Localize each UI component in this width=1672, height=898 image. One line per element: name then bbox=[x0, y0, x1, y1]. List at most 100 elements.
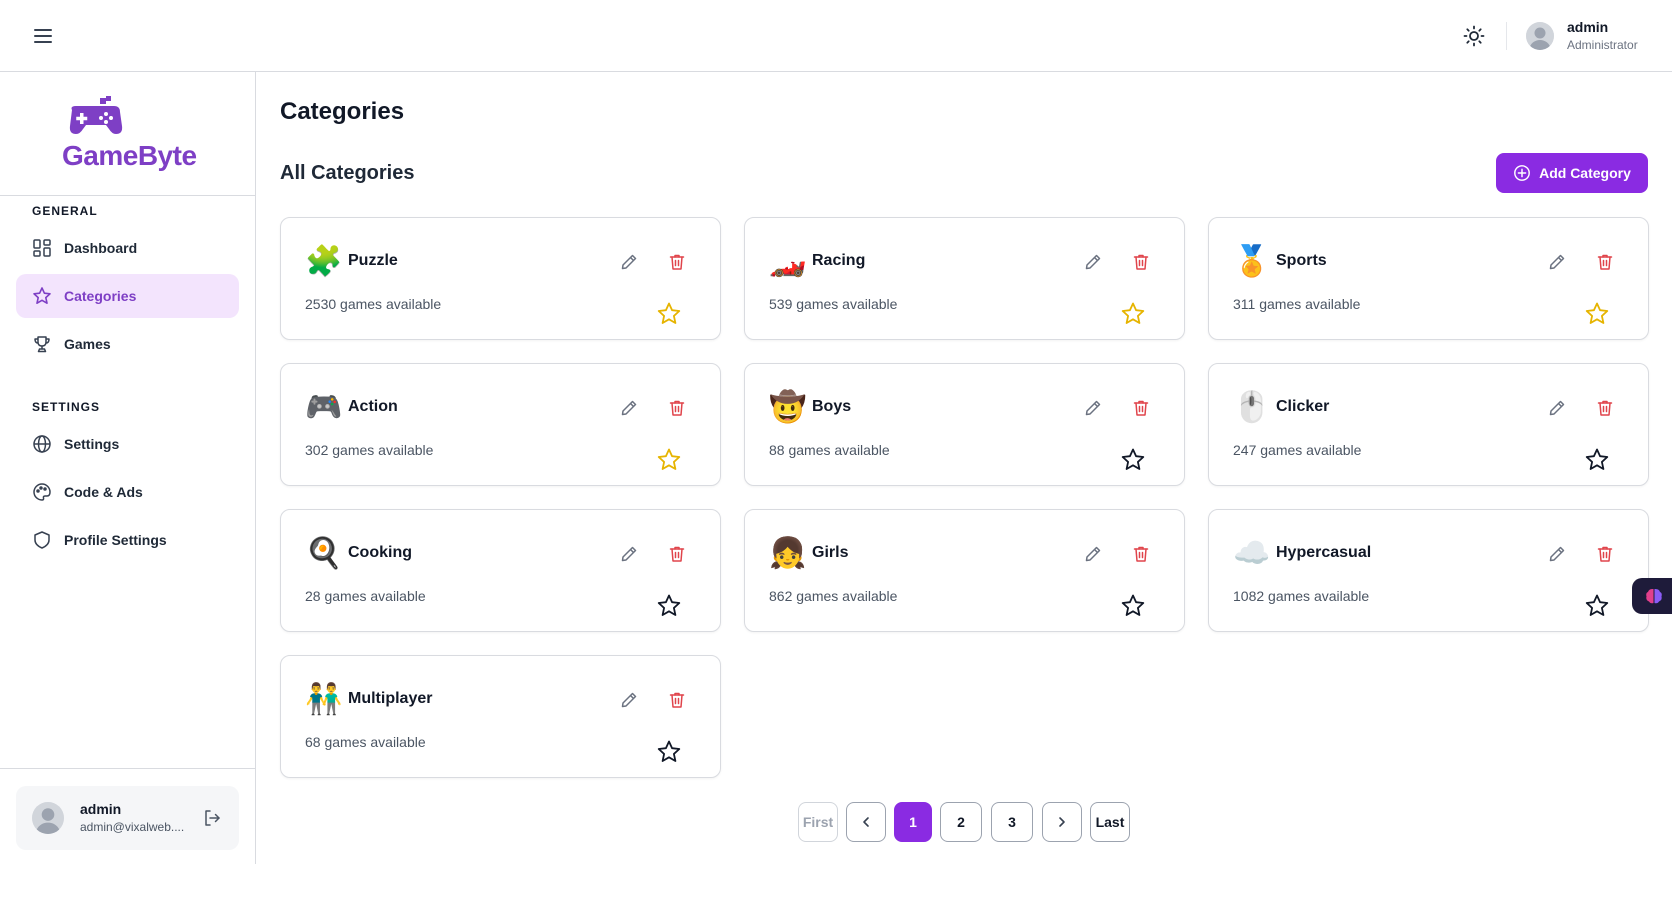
sidebar-item-profile-settings[interactable]: Profile Settings bbox=[16, 518, 239, 562]
category-count: 68 games available bbox=[305, 734, 426, 750]
category-card[interactable]: 🧩 Puzzle 2530 games available bbox=[280, 217, 721, 340]
category-emoji-icon: 🧩 bbox=[305, 244, 343, 279]
pencil-icon[interactable] bbox=[1547, 252, 1567, 272]
category-emoji-icon: 🏅 bbox=[1233, 244, 1271, 279]
top-bar: admin Administrator bbox=[0, 0, 1672, 72]
sidebar-item-label: Profile Settings bbox=[64, 532, 167, 548]
section-title: All Categories bbox=[280, 162, 415, 184]
star-outline-icon[interactable] bbox=[656, 593, 682, 619]
category-card[interactable]: ☁️ Hypercasual 1082 games available bbox=[1208, 509, 1649, 632]
palette-icon bbox=[33, 483, 51, 501]
sidebar-item-label: Dashboard bbox=[64, 240, 138, 256]
category-name: Boys bbox=[812, 398, 852, 415]
category-emoji-icon: 🤠 bbox=[769, 390, 807, 425]
pencil-icon[interactable] bbox=[619, 544, 639, 564]
trash-icon[interactable] bbox=[667, 252, 687, 272]
star-filled-icon[interactable] bbox=[656, 447, 682, 473]
header-divider bbox=[1506, 22, 1507, 50]
chevron-right-icon bbox=[1059, 817, 1065, 827]
avatar bbox=[32, 802, 64, 834]
category-count: 302 games available bbox=[305, 442, 434, 458]
trophy-icon bbox=[34, 336, 50, 353]
logout-icon[interactable] bbox=[202, 808, 222, 828]
sidebar-item-label: Categories bbox=[64, 288, 137, 304]
pencil-icon[interactable] bbox=[619, 398, 639, 418]
star-outline-icon[interactable] bbox=[1584, 593, 1610, 619]
sidebar-item-dashboard[interactable]: Dashboard bbox=[16, 226, 239, 270]
pencil-icon[interactable] bbox=[1547, 544, 1567, 564]
category-emoji-icon: 👬 bbox=[305, 682, 343, 717]
pagination-next[interactable] bbox=[1042, 802, 1082, 842]
category-count: 2530 games available bbox=[305, 296, 442, 312]
category-card[interactable]: 🎮 Action 302 games available bbox=[280, 363, 721, 486]
sidebar-item-games[interactable]: Games bbox=[16, 322, 239, 366]
category-card[interactable]: 🖱️ Clicker 247 games available bbox=[1208, 363, 1649, 486]
pagination-page-2[interactable]: 2 bbox=[940, 802, 982, 842]
sidebar-item-settings[interactable]: Settings bbox=[16, 422, 239, 466]
category-emoji-icon: 🏎️ bbox=[769, 244, 807, 279]
pencil-icon[interactable] bbox=[619, 252, 639, 272]
trash-icon[interactable] bbox=[1595, 252, 1615, 272]
trash-icon[interactable] bbox=[1595, 398, 1615, 418]
header-user-name: admin bbox=[1567, 19, 1609, 35]
star-outline-icon[interactable] bbox=[1120, 447, 1146, 473]
sidebar-item-label: Code & Ads bbox=[64, 484, 143, 500]
pencil-icon[interactable] bbox=[1083, 544, 1103, 564]
category-count: 28 games available bbox=[305, 588, 426, 604]
pagination-first[interactable]: First bbox=[798, 802, 838, 842]
star-outline-icon[interactable] bbox=[1584, 447, 1610, 473]
trash-icon[interactable] bbox=[667, 398, 687, 418]
category-card[interactable]: 👬 Multiplayer 68 games available bbox=[280, 655, 721, 778]
star-icon bbox=[33, 287, 51, 304]
category-emoji-icon: 🎮 bbox=[305, 390, 343, 425]
star-outline-icon[interactable] bbox=[1120, 593, 1146, 619]
category-name: Sports bbox=[1276, 252, 1327, 269]
category-card[interactable]: 🍳 Cooking 28 games available bbox=[280, 509, 721, 632]
profile-name: admin bbox=[80, 801, 122, 817]
pencil-icon[interactable] bbox=[619, 690, 639, 710]
gamepad-logo-icon[interactable] bbox=[62, 96, 196, 172]
trash-icon[interactable] bbox=[667, 544, 687, 564]
category-card[interactable]: 🏎️ Racing 539 games available bbox=[744, 217, 1185, 340]
trash-icon[interactable] bbox=[1131, 252, 1151, 272]
category-name: Multiplayer bbox=[348, 690, 433, 707]
category-name: Hypercasual bbox=[1276, 544, 1372, 561]
sidebar-item-code-ads[interactable]: Code & Ads bbox=[16, 470, 239, 514]
header-user-role: Administrator bbox=[1567, 38, 1638, 52]
star-filled-icon[interactable] bbox=[1120, 301, 1146, 327]
sun-icon[interactable] bbox=[1462, 24, 1486, 48]
star-outline-icon[interactable] bbox=[656, 739, 682, 765]
add-category-label: Add Category bbox=[1539, 165, 1631, 181]
sidebar-item-categories[interactable]: Categories bbox=[16, 274, 239, 318]
category-card[interactable]: 👧 Girls 862 games available bbox=[744, 509, 1185, 632]
star-filled-icon[interactable] bbox=[1584, 301, 1610, 327]
pencil-icon[interactable] bbox=[1547, 398, 1567, 418]
pagination-prev[interactable] bbox=[846, 802, 886, 842]
sidebar-bottom-divider bbox=[0, 768, 255, 769]
pagination-page-1[interactable]: 1 bbox=[894, 802, 932, 842]
category-name: Clicker bbox=[1276, 398, 1330, 415]
dashboard-icon bbox=[33, 239, 51, 257]
trash-icon[interactable] bbox=[1595, 544, 1615, 564]
pagination-page-3[interactable]: 3 bbox=[991, 802, 1033, 842]
hamburger-icon[interactable] bbox=[32, 24, 56, 48]
category-card[interactable]: 🏅 Sports 311 games available bbox=[1208, 217, 1649, 340]
page-title: Categories bbox=[280, 98, 405, 125]
star-filled-icon[interactable] bbox=[656, 301, 682, 327]
floating-assistant-widget[interactable] bbox=[1632, 578, 1672, 614]
category-count: 311 games available bbox=[1233, 296, 1361, 312]
pagination-last[interactable]: Last bbox=[1090, 802, 1130, 842]
shield-icon bbox=[34, 531, 50, 549]
pencil-icon[interactable] bbox=[1083, 398, 1103, 418]
add-category-button[interactable]: Add Category bbox=[1496, 153, 1648, 193]
trash-icon[interactable] bbox=[667, 690, 687, 710]
trash-icon[interactable] bbox=[1131, 544, 1151, 564]
user-avatar[interactable] bbox=[1526, 22, 1554, 50]
profile-card[interactable]: admin admin@vixalweb.... bbox=[16, 786, 239, 850]
category-count: 862 games available bbox=[769, 588, 898, 604]
trash-icon[interactable] bbox=[1131, 398, 1151, 418]
category-emoji-icon: 🍳 bbox=[305, 536, 343, 571]
pencil-icon[interactable] bbox=[1083, 252, 1103, 272]
plus-circle-icon bbox=[1514, 165, 1531, 181]
category-card[interactable]: 🤠 Boys 88 games available bbox=[744, 363, 1185, 486]
